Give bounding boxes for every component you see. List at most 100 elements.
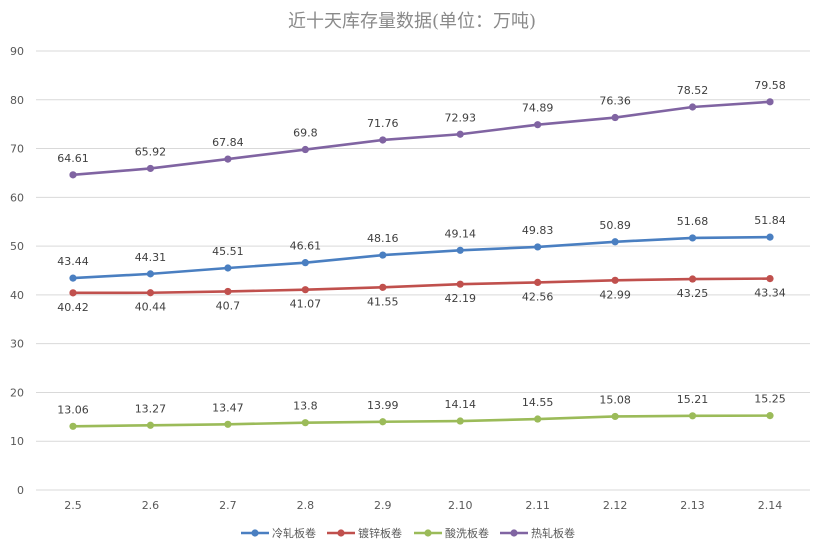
data-point [146,270,155,278]
y-tick-label: 90 [10,45,24,58]
series-line [71,414,772,428]
data-point [69,171,77,179]
data-label: 41.55 [367,295,399,308]
data-label: 51.68 [677,215,709,228]
data-point [224,155,232,163]
data-point [534,121,542,129]
y-tick-label: 40 [10,289,24,302]
legend-label: 热轧板卷 [531,526,575,540]
y-tick-label: 80 [10,94,24,107]
data-label: 15.25 [754,393,786,406]
data-point [301,286,309,294]
data-point [69,274,77,282]
data-label: 14.14 [444,398,476,411]
x-tick-label: 2.14 [758,499,783,512]
series-line [71,100,772,177]
data-point [224,287,232,296]
data-point [301,145,309,154]
data-point [146,289,155,297]
data-label: 64.61 [57,152,89,165]
series-1 [69,233,774,282]
data-label: 51.84 [754,214,786,227]
series-3 [69,412,774,430]
data-label: 42.56 [522,290,554,303]
data-label: 67.84 [212,136,244,149]
series-group [69,98,774,430]
series-line [71,277,772,295]
data-point [766,412,774,420]
data-label: 15.21 [677,393,709,406]
data-point [379,418,387,426]
data-point [534,415,542,423]
data-point [534,278,542,287]
data-point [766,233,774,241]
legend-item: 热轧板卷 [500,526,575,540]
data-labels: 43.44 44.31 45.51 46.61 48.16 49.14 49.83 50.89… [57,79,786,416]
series-line [71,235,772,280]
data-point [611,276,619,284]
legend: 冷轧板卷 镀锌板卷 酸洗板卷 热轧板卷 [241,526,575,540]
data-point [301,259,309,267]
x-tick-label: 2.12 [603,499,628,512]
data-point [611,412,619,421]
y-tick-label: 10 [10,435,24,448]
x-tick-label: 2.7 [219,499,237,512]
data-label: 69.8 [293,127,318,140]
legend-marker [251,529,259,537]
data-label: 40.44 [135,301,167,314]
data-point [766,274,774,283]
series-2 [69,274,774,297]
data-label: 13.99 [367,399,399,412]
data-point [379,283,387,291]
y-tick-label: 30 [10,338,24,351]
data-label: 13.8 [293,400,318,413]
data-label: 13.47 [212,401,244,414]
series-4 [69,98,774,179]
data-label: 65.92 [135,145,167,158]
data-label: 48.16 [367,232,399,245]
data-label: 49.83 [522,224,554,237]
x-tick-label: 2.9 [374,499,392,512]
data-point [456,280,464,288]
data-point [456,130,464,138]
data-point [688,275,697,283]
data-label: 50.89 [599,219,631,232]
data-point [534,243,542,251]
data-label: 42.99 [599,288,631,301]
x-axis-ticks: 2.5 2.6 2.7 2.8 2.9 2.10 2.11 2.12 2.13 2.14 [64,499,782,512]
data-point [688,103,697,111]
data-label: 42.19 [444,292,476,305]
y-tick-label: 20 [10,386,24,399]
data-label: 13.06 [57,403,89,416]
data-point [379,251,387,259]
x-tick-label: 2.13 [680,499,705,512]
data-label: 41.07 [290,298,322,311]
data-point [688,234,697,242]
data-label: 45.51 [212,245,244,258]
data-label: 71.76 [367,117,399,130]
y-axis-ticks: 0 10 20 30 40 50 60 70 80 90 [10,45,24,497]
chart-title: 近十天库存量数据(单位：万吨) [288,11,536,32]
data-point [146,164,155,173]
x-tick-label: 2.11 [525,499,550,512]
data-point [379,136,387,144]
data-label: 49.14 [444,227,476,240]
legend-item: 冷轧板卷 [241,526,316,540]
data-label: 43.44 [57,255,89,268]
data-point [456,417,464,425]
data-label: 44.31 [135,251,167,264]
legend-label: 冷轧板卷 [272,526,316,540]
data-point [224,420,232,428]
data-label: 46.61 [290,240,322,253]
data-label: 40.7 [216,299,241,312]
legend-label: 酸洗板卷 [445,526,489,540]
data-label: 14.55 [522,396,554,409]
gridlines [36,50,810,491]
data-label: 15.08 [599,393,631,406]
legend-item: 镀锌板卷 [327,526,402,540]
data-point [224,264,232,272]
data-point [69,422,77,430]
y-tick-label: 60 [10,191,24,204]
